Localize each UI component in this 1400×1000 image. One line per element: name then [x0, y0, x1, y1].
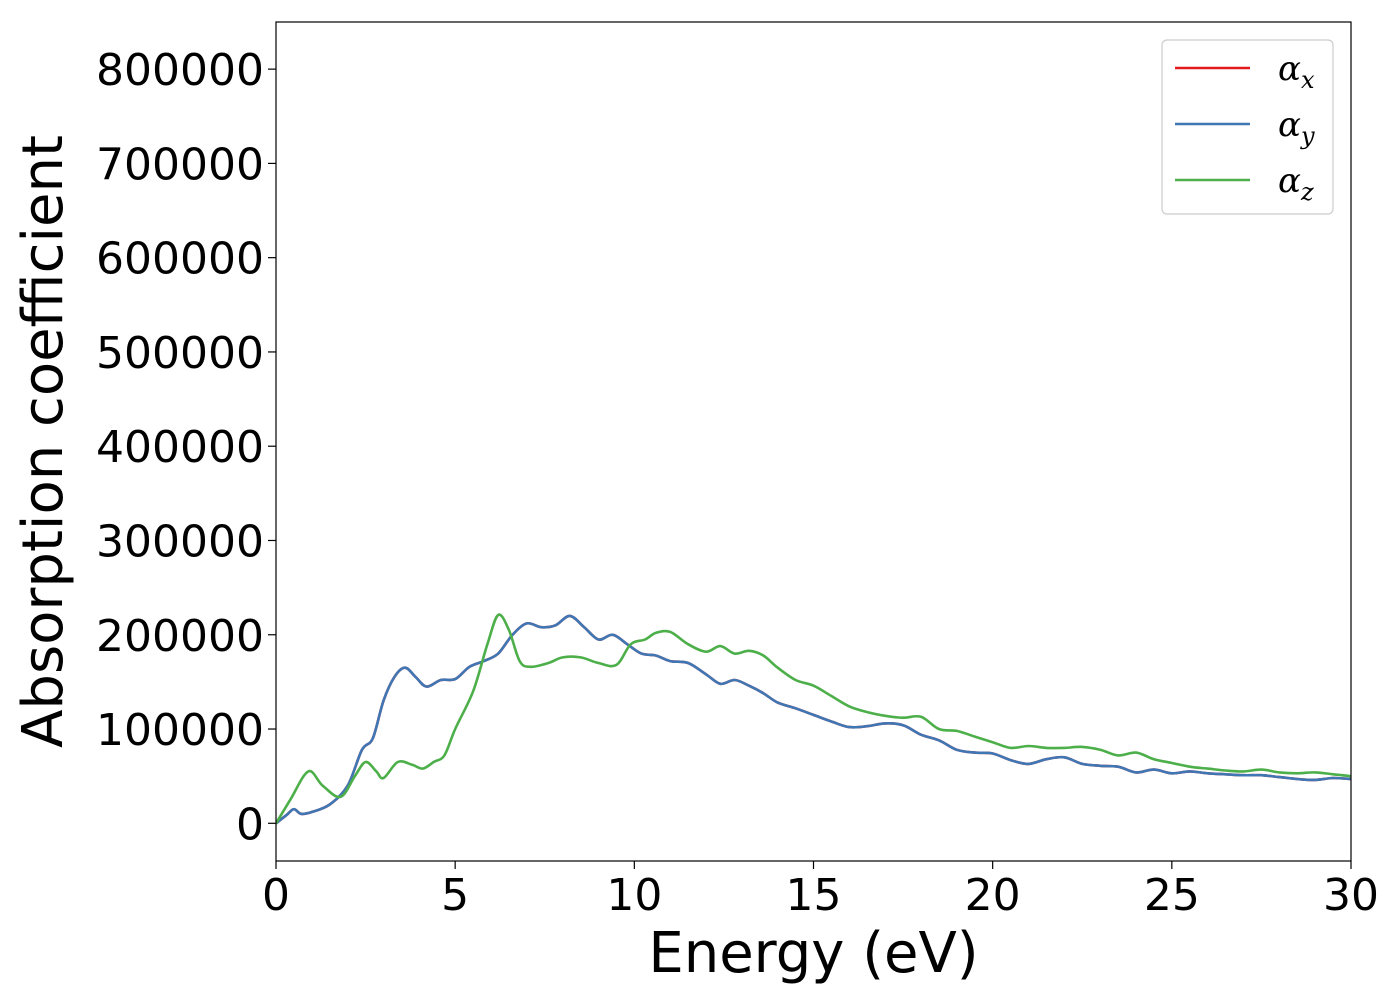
y-axis-title: Absorption coefficient	[11, 135, 76, 748]
legend-label-z: αz	[1278, 161, 1314, 206]
y-tick-label: 0	[236, 799, 264, 850]
x-tick-label: 5	[441, 870, 469, 921]
series-line-z	[276, 613, 1351, 825]
x-tick-label: 30	[1323, 870, 1379, 921]
y-tick-label: 700000	[96, 139, 264, 190]
legend-box	[1161, 39, 1334, 215]
x-tick-label: 15	[786, 870, 842, 921]
x-tick-label: 20	[965, 870, 1021, 921]
x-tick-label: 10	[606, 870, 662, 921]
x-axis-ticks: 0 5 10 15 20 25 30	[262, 861, 1379, 921]
x-tick-label: 25	[1144, 870, 1200, 921]
y-tick-label: 100000	[96, 705, 264, 756]
y-tick-label: 200000	[96, 611, 264, 662]
y-axis-ticks: 0 100000 200000 300000 400000 500000 600000 700…	[96, 45, 276, 850]
y-tick-label: 800000	[96, 45, 264, 96]
legend-symbol: α	[1278, 105, 1301, 145]
legend-subscript: y	[1300, 122, 1315, 150]
legend-symbol: α	[1278, 49, 1301, 89]
x-tick-label: 0	[262, 870, 290, 921]
x-axis-title: Energy (eV)	[648, 921, 978, 986]
legend-subscript: z	[1300, 178, 1314, 206]
series-line-y	[276, 614, 1351, 825]
legend-subscript: x	[1301, 66, 1315, 94]
y-tick-label: 500000	[96, 328, 264, 379]
y-tick-label: 600000	[96, 234, 264, 285]
legend-label-x: αx	[1278, 49, 1315, 94]
series-layer	[276, 613, 1351, 825]
y-tick-label: 300000	[96, 516, 264, 567]
legend-symbol: α	[1278, 161, 1301, 201]
legend-label-y: αy	[1278, 105, 1315, 150]
y-tick-label: 400000	[96, 422, 264, 473]
